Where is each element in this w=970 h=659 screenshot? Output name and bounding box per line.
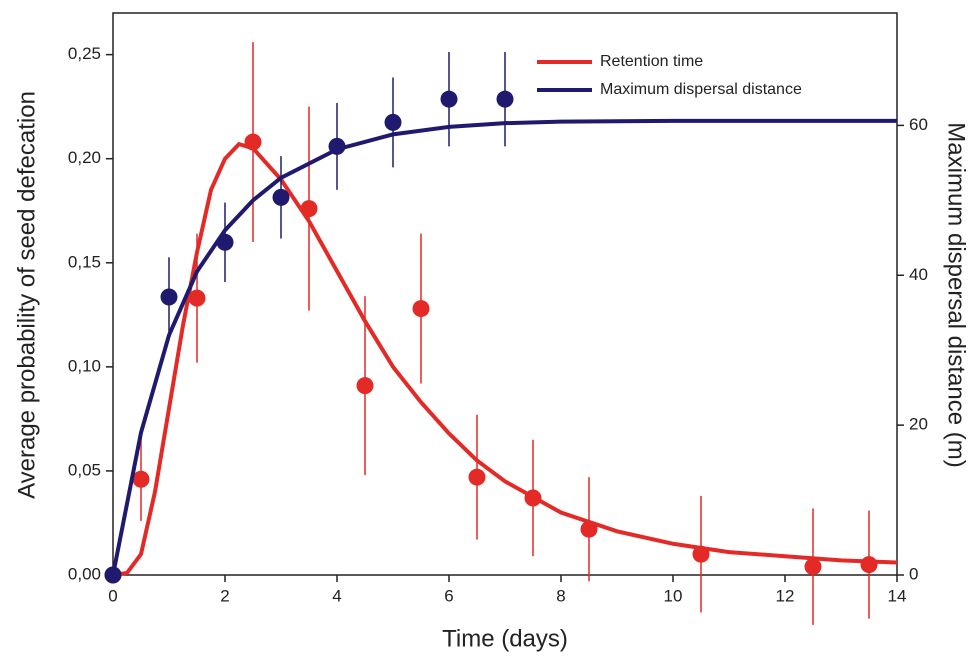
- data-point: [440, 90, 458, 108]
- x-tick-label: 0: [108, 586, 117, 605]
- y-tick-label: 0,20: [68, 148, 101, 167]
- y-axis-title: Average probability of seed defecation: [13, 91, 40, 499]
- plot-frame: [112, 12, 898, 576]
- data-point: [244, 133, 262, 151]
- data-point: [580, 520, 598, 538]
- data-point: [384, 113, 402, 131]
- data-point: [804, 558, 822, 576]
- x-tick-label: 6: [444, 586, 453, 605]
- y-tick-label: 0,05: [68, 460, 101, 479]
- y2-tick-label: 20: [909, 415, 928, 434]
- data-point: [860, 556, 878, 574]
- data-point: [524, 489, 542, 507]
- data-point: [468, 468, 486, 486]
- fit-curve: [111, 118, 897, 576]
- data-point: [104, 566, 122, 584]
- x-tick-label: 2: [220, 586, 229, 605]
- x-tick-label: 12: [776, 586, 795, 605]
- y-tick-label: 0,10: [68, 356, 101, 375]
- data-point: [160, 288, 178, 306]
- x-tick-label: 4: [332, 586, 341, 605]
- data-point: [300, 200, 318, 218]
- y2-tick-label: 0: [909, 564, 918, 583]
- data-point: [328, 137, 346, 155]
- x-tick-label: 10: [664, 586, 683, 605]
- y2-tick-label: 60: [909, 115, 928, 134]
- y-tick-label: 0,15: [68, 252, 101, 271]
- x-axis-title: Time (days): [442, 625, 568, 652]
- data-point: [272, 188, 290, 206]
- y2-tick-label: 40: [909, 265, 928, 284]
- y2-axis-title: Maximum dispersal distance (m): [943, 122, 970, 467]
- data-point: [188, 289, 206, 307]
- x-tick-label: 8: [556, 586, 565, 605]
- data-point: [216, 233, 234, 251]
- fit-curve: [112, 141, 898, 577]
- y-tick-label: 0,25: [68, 44, 101, 63]
- y-tick-label: 0,00: [68, 564, 101, 583]
- legend-label: Retention time: [600, 53, 703, 70]
- x-tick-label: 14: [888, 586, 907, 605]
- data-point: [692, 545, 710, 563]
- data-point: [132, 470, 150, 488]
- legend-label: Maximum dispersal distance: [600, 81, 802, 98]
- data-point: [412, 300, 430, 318]
- data-point: [496, 90, 514, 108]
- data-point: [356, 377, 374, 395]
